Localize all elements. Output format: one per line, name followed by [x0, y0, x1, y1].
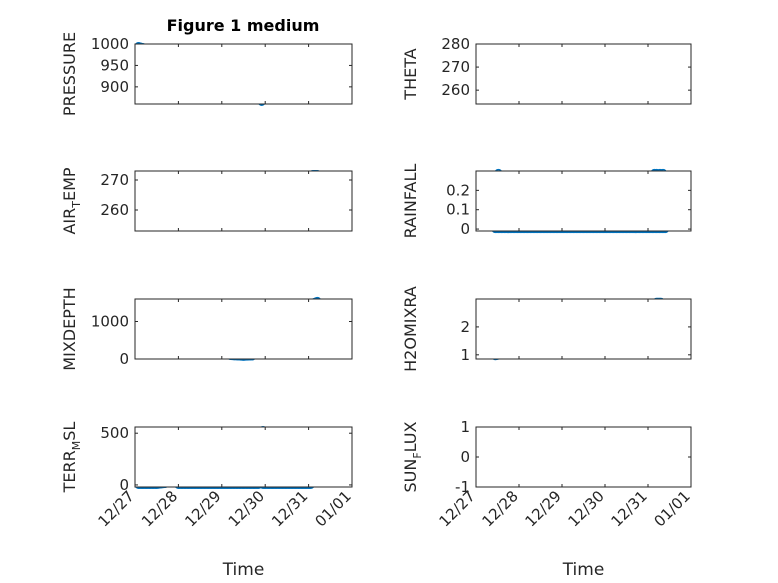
- y-tick-label: 280: [441, 35, 470, 53]
- y-tick-label: 0: [119, 476, 129, 494]
- y-axis-label: RAINFALL: [401, 164, 420, 239]
- y-axis-label: MIXDEPTH: [60, 287, 79, 370]
- y-tick-label: 950: [100, 56, 129, 74]
- axes-frame: [475, 426, 692, 488]
- figure-title: Figure 1 medium: [167, 16, 320, 35]
- axes-frame: [134, 426, 353, 488]
- subplot-1: 900 950 1000 PRESSURE: [60, 32, 353, 116]
- y-tick-label: 0.1: [446, 201, 470, 219]
- x-axis-label: Time: [222, 560, 265, 580]
- y-tick-label: -1: [455, 478, 470, 496]
- axes-frame: [475, 298, 692, 360]
- x-tick-label: 12/28: [138, 487, 181, 530]
- subplot-2: 260 270 280 THETA: [401, 35, 692, 105]
- y-axis-label: PRESSURE: [60, 32, 79, 116]
- subplot-7: 0 500 12/27 12/28 12/29 12/30 12/31 01/01 TERRMS…: [60, 422, 355, 580]
- y-tick-label: 260: [100, 201, 129, 219]
- y-tick-label: 0: [460, 220, 470, 238]
- y-axis-label: SUNFLUX: [401, 421, 424, 492]
- x-tick-label: 12/30: [565, 487, 608, 530]
- y-tick-label: 0.2: [446, 181, 470, 199]
- y-tick-label: 2: [460, 318, 470, 336]
- y-tick-label: 270: [100, 171, 129, 189]
- subplot-3: 260 270 AIRTEMP: [60, 167, 353, 235]
- y-tick-label: 0: [119, 350, 129, 368]
- y-axis-label: THETA: [401, 48, 420, 100]
- x-axis-label: Time: [562, 560, 605, 580]
- y-tick-label: 260: [441, 81, 470, 99]
- y-axis-label: H2OMIXRA: [401, 286, 420, 372]
- axes-frame: [134, 298, 353, 360]
- axes-frame: [475, 170, 692, 232]
- subplot-4: 00.1 0.2 RAINFALL: [401, 164, 692, 239]
- x-tick-label: 12/29: [522, 487, 565, 530]
- x-tick-label: 12/28: [479, 487, 522, 530]
- y-tick-label: 1: [460, 346, 470, 364]
- x-tick-label: 12/27: [95, 487, 138, 530]
- subplot-6: 1 2 H2OMIXRA: [401, 286, 692, 372]
- x-tick-label: 12/30: [225, 487, 268, 530]
- subplot-5: 0 1000 MIXDEPTH: [60, 287, 353, 371]
- y-axis-label: AIRTEMP: [60, 167, 83, 234]
- y-tick-label: 500: [100, 424, 129, 442]
- y-axis-label: TERRMSL: [60, 422, 83, 494]
- y-tick-label: 0: [460, 448, 470, 466]
- axes-frame: [134, 170, 353, 232]
- axes-frame: [475, 43, 692, 105]
- y-tick-label: 1000: [91, 313, 129, 331]
- axes-frame: [134, 43, 353, 105]
- x-tick-label: 12/31: [608, 487, 651, 530]
- y-tick-label: 1000: [91, 35, 129, 53]
- x-tick-label: 12/31: [268, 487, 311, 530]
- x-tick-label: 01/01: [312, 487, 355, 530]
- y-tick-label: 1: [460, 418, 470, 436]
- y-tick-label: 270: [441, 58, 470, 76]
- y-tick-label: 900: [100, 78, 129, 96]
- x-tick-label: 12/29: [181, 487, 224, 530]
- x-tick-label: 01/01: [651, 487, 694, 530]
